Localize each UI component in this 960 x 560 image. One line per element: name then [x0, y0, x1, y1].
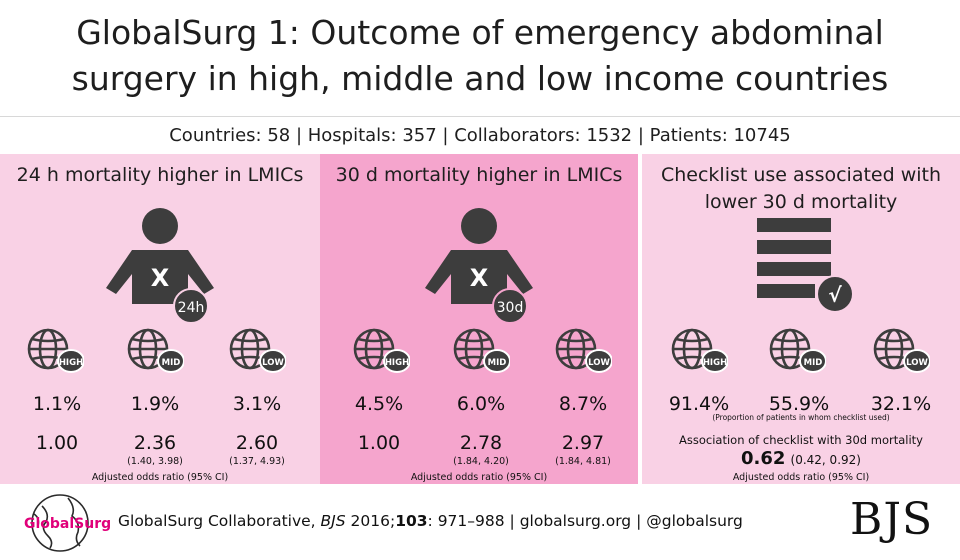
svg-text:LOW: LOW [262, 358, 284, 368]
pct-mid: 6.0% [456, 393, 506, 415]
odds-low: 2.97 [561, 432, 605, 454]
pct-high: 91.4% [668, 393, 730, 415]
globe-high-icon: HIGH [352, 324, 410, 378]
odds-high: 1.00 [35, 432, 79, 454]
checklist-icon: √ [757, 218, 854, 313]
panel-checklist: Checklist use associated with lower 30 d… [642, 154, 960, 484]
svg-text:HIGH: HIGH [385, 358, 409, 368]
patient-24h-icon: X 24h [106, 208, 214, 324]
globe-mid-icon: MID [126, 324, 184, 378]
infographic-title: GlobalSurg 1: Outcome of emergency abdom… [0, 10, 960, 102]
pct-low: 8.7% [558, 393, 608, 415]
odds-mid: 2.78 [459, 432, 503, 454]
globe-low-icon: LOW [872, 324, 930, 378]
odds-low: 2.60 [235, 432, 279, 454]
panel-30d-mortality: 30 d mortality higher in LMICs X 30d HIG… [320, 154, 638, 484]
badge-24h: 24h [178, 300, 205, 316]
panel-title: 24 h mortality higher in LMICs [16, 164, 304, 186]
bjs-logo: BJS [850, 494, 934, 545]
svg-text:MID: MID [804, 358, 823, 368]
panel-title: Checklist use associated with lower 30 d… [642, 162, 960, 216]
badge-30d: 30d [497, 300, 524, 316]
cite-year: 2016; [345, 512, 396, 530]
panel-title-line-2: lower 30 d mortality [704, 191, 898, 213]
ci-low: (1.37, 4.93) [229, 456, 285, 467]
svg-text:LOW: LOW [588, 358, 610, 368]
patient-30d-icon: X 30d [425, 208, 533, 324]
odds-caption: Adjusted odds ratio (95% CI) [91, 472, 229, 483]
cite-authors: GlobalSurg Collaborative, [118, 512, 321, 530]
globe-low-icon: LOW [228, 324, 286, 378]
checklist-note: (Proportion of patients in whom checklis… [712, 413, 890, 422]
globe-mid-icon: MID [452, 324, 510, 378]
odds-caption: Adjusted odds ratio (95% CI) [410, 472, 548, 483]
ci-low: (1.84, 4.81) [555, 456, 611, 467]
ci-mid: (1.84, 4.20) [453, 456, 509, 467]
pct-mid: 55.9% [768, 393, 830, 415]
check-mark: √ [828, 283, 842, 307]
svg-text:LOW: LOW [906, 358, 928, 368]
association-ci: (0.42, 0.92) [790, 453, 861, 467]
cite-volume: 103 [395, 512, 428, 530]
panel-24h-mortality: 24 h mortality higher in LMICs X 24h HIG… [0, 154, 320, 484]
globalsurg-logo [31, 494, 89, 552]
title-line-1: GlobalSurg 1: Outcome of emergency abdom… [76, 13, 884, 52]
association-odds: 0.62 [741, 448, 786, 469]
association-value: 0.62 (0.42, 0.92) [642, 448, 960, 469]
globe-mid-icon: MID [768, 324, 826, 378]
odds-high: 1.00 [357, 432, 401, 454]
title-line-2: surgery in high, middle and low income c… [71, 59, 889, 98]
globe-low-icon: LOW [554, 324, 612, 378]
study-stats: Countries: 58 | Hospitals: 357 | Collabo… [169, 125, 791, 146]
odds-caption: Adjusted odds ratio (95% CI) [732, 472, 870, 483]
panel-title: 30 d mortality higher in LMICs [335, 164, 623, 186]
globe-high-icon: HIGH [670, 324, 728, 378]
pct-high: 1.1% [32, 393, 82, 415]
cite-journal: BJS [320, 512, 346, 530]
header-divider [0, 116, 960, 117]
association-label: Association of checklist with 30d mortal… [679, 433, 923, 447]
odds-mid: 2.36 [133, 432, 177, 454]
pct-low: 3.1% [232, 393, 282, 415]
citation: GlobalSurg Collaborative, BJS 2016;103: … [118, 512, 743, 530]
x-mark: X [470, 264, 489, 292]
ci-mid: (1.40, 3.98) [127, 456, 183, 467]
globe-high-icon: HIGH [26, 324, 84, 378]
footer: GlobalSurg GlobalSurg Collaborative, BJS… [0, 484, 960, 560]
svg-text:HIGH: HIGH [59, 358, 83, 368]
cite-pages-links: : 971–988 | globalsurg.org | @globalsurg [427, 512, 743, 530]
pct-low: 32.1% [870, 393, 932, 415]
svg-text:HIGH: HIGH [703, 358, 727, 368]
logo-wordmark: GlobalSurg [24, 516, 112, 532]
svg-text:MID: MID [488, 358, 507, 368]
pct-mid: 1.9% [130, 393, 180, 415]
pct-high: 4.5% [354, 393, 404, 415]
x-mark: X [151, 264, 170, 292]
panel-title-line-1: Checklist use associated with [660, 164, 942, 186]
svg-text:MID: MID [162, 358, 181, 368]
